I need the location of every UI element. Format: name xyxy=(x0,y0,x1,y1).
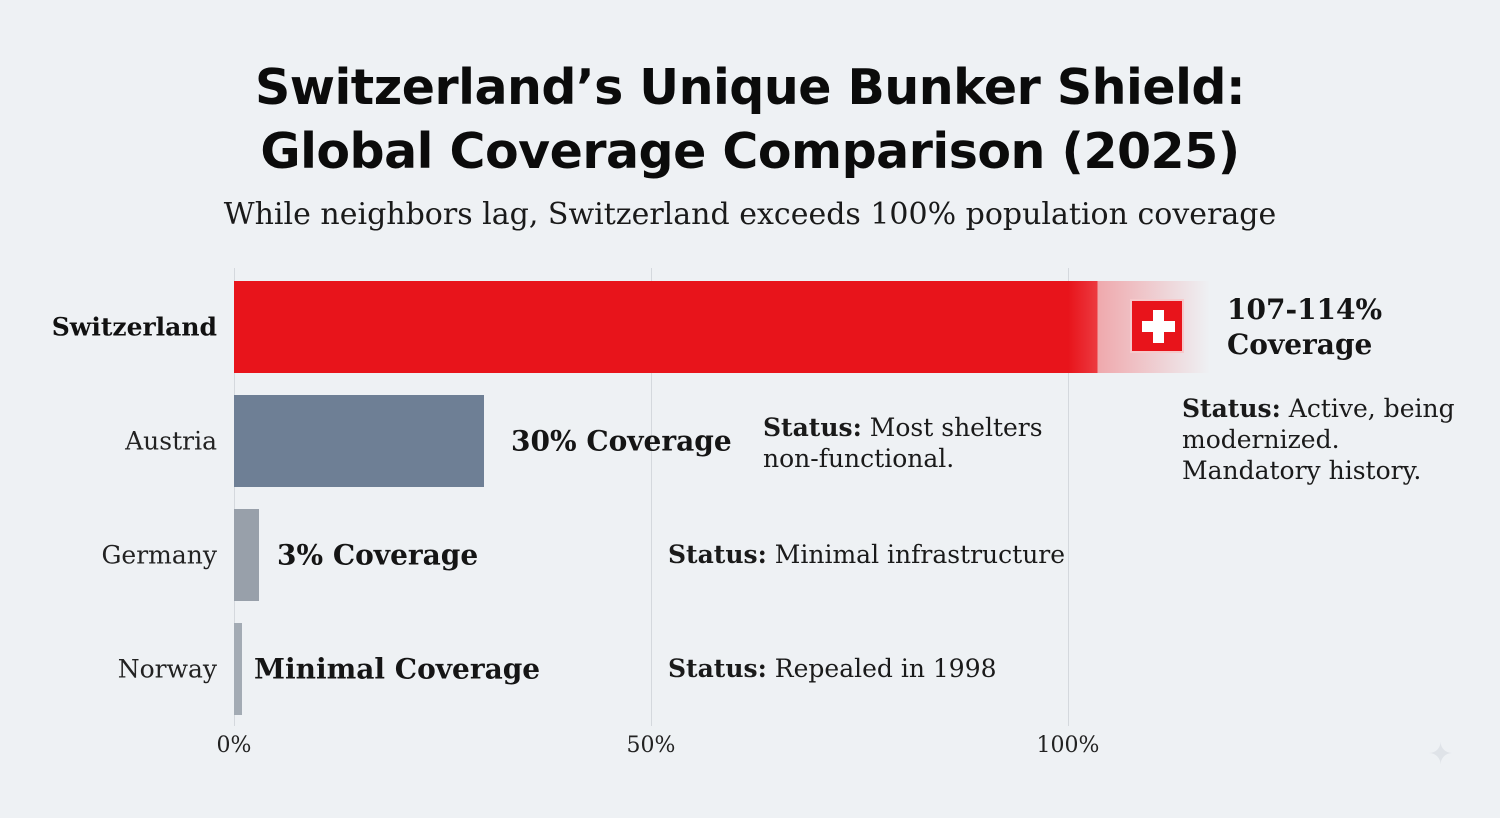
status-text: modernized. xyxy=(1182,425,1340,454)
chart-subtitle: While neighbors lag, Switzerland exceeds… xyxy=(223,197,1277,232)
x-tick-label: 50% xyxy=(626,733,676,758)
value-label-germany: 3% Coverage xyxy=(277,538,479,572)
value-label-switzerland: 107-114% Coverage xyxy=(1227,292,1382,362)
bar-norway xyxy=(234,623,243,715)
status-text: Mandatory history. xyxy=(1182,456,1422,485)
status-prefix: Status: xyxy=(763,413,862,442)
gridline-50 xyxy=(651,268,652,726)
gridline-0 xyxy=(234,268,235,726)
bar-switzerland xyxy=(234,281,1210,373)
value-label-austria: 30% Coverage xyxy=(511,424,732,458)
x-tick-label: 100% xyxy=(1036,733,1100,758)
status-text: Minimal infrastructure xyxy=(766,540,1066,569)
status-note-austria: Status: Most shelters non-functional. xyxy=(763,412,1043,474)
status-text: Active, being xyxy=(1280,394,1455,423)
value-label-line: Coverage xyxy=(1227,328,1373,361)
sparkle-icon: ✦ xyxy=(1428,737,1454,772)
gridline-100 xyxy=(1068,268,1069,726)
status-text: non-functional. xyxy=(763,444,955,473)
bar-austria xyxy=(234,395,485,487)
value-label-norway: Minimal Coverage xyxy=(254,652,541,686)
chart-title-line-1: Switzerland’s Unique Bunker Shield: xyxy=(254,59,1246,116)
status-prefix: Status: xyxy=(668,540,767,569)
chart-title-line-2: Global Coverage Comparison (2025) xyxy=(260,123,1240,180)
category-label-switzerland: Switzerland xyxy=(51,312,217,342)
bar-germany xyxy=(234,509,260,601)
status-note-norway: Status: Repealed in 1998 xyxy=(668,653,997,684)
swiss-flag-icon xyxy=(1130,299,1184,353)
category-label-germany: Germany xyxy=(101,540,217,570)
category-label-norway: Norway xyxy=(117,654,217,684)
x-tick-label: 0% xyxy=(216,733,252,758)
status-prefix: Status: xyxy=(668,654,767,683)
status-note-switzerland: Status: Active, being modernized. Mandat… xyxy=(1182,393,1455,486)
value-label-line: 107-114% xyxy=(1227,293,1383,326)
category-label-austria: Austria xyxy=(125,426,217,456)
status-text: Repealed in 1998 xyxy=(766,654,997,683)
status-note-germany: Status: Minimal infrastructure xyxy=(668,539,1065,570)
status-prefix: Status: xyxy=(1182,394,1281,423)
status-text: Most shelters xyxy=(861,413,1043,442)
